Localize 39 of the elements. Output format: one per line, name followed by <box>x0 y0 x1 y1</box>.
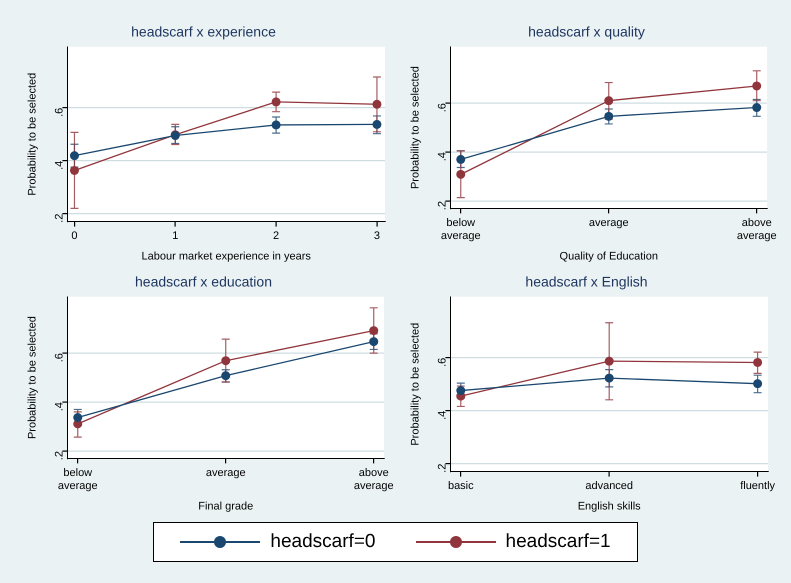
x-tick-label: advanced <box>585 480 634 492</box>
y-tick-label: .4 <box>53 160 66 170</box>
y-tick-label: .6 <box>436 103 448 112</box>
x-tick-label: fluently <box>740 480 776 492</box>
y-axis-title: Probability to be selected <box>410 322 422 446</box>
chart-title: headscarf x education <box>135 273 272 290</box>
x-tick-label: average <box>206 467 246 480</box>
chart-title: headscarf x experience <box>131 23 276 40</box>
y-tick-label: .6 <box>436 358 448 367</box>
chart-title: headscarf x English <box>525 273 648 290</box>
x-tick-label: below average <box>440 217 481 242</box>
x-tick-label: basic <box>448 480 474 492</box>
x-tick-label: 1 <box>172 230 178 242</box>
y-axis-title: Probability to be selected <box>26 316 39 440</box>
x-tick-label: average <box>588 217 629 230</box>
x-axis-title: Labour market experience in years <box>142 250 312 262</box>
y-tick-label: .4 <box>436 410 448 420</box>
y-axis-title: Probability to be selected <box>26 72 39 196</box>
x-tick-label: below average <box>58 467 98 492</box>
y-tick-label: .4 <box>53 402 66 412</box>
y-tick-label: .4 <box>436 152 448 162</box>
x-axis-title: Final grade <box>198 500 254 512</box>
chart-title: headscarf x quality <box>528 23 645 40</box>
x-tick-label: above average <box>354 467 394 492</box>
x-axis-title: English skills <box>578 500 642 512</box>
legend-label: headscarf=1 <box>506 531 611 553</box>
y-tick-label: .2 <box>436 201 448 210</box>
y-tick-label: .6 <box>53 108 66 117</box>
y-tick-label: .2 <box>53 451 66 460</box>
x-tick-label: 3 <box>374 230 380 242</box>
y-tick-label: .2 <box>436 464 448 473</box>
x-tick-label: 0 <box>71 230 78 242</box>
x-axis-title: Quality of Education <box>560 250 658 262</box>
legend-label: headscarf=0 <box>270 531 376 553</box>
y-tick-label: .2 <box>53 214 66 223</box>
x-tick-label: above average <box>736 217 777 242</box>
y-tick-label: .6 <box>53 353 66 362</box>
y-axis-title: Probability to be selected <box>410 66 422 190</box>
x-tick-label: 2 <box>273 230 280 242</box>
